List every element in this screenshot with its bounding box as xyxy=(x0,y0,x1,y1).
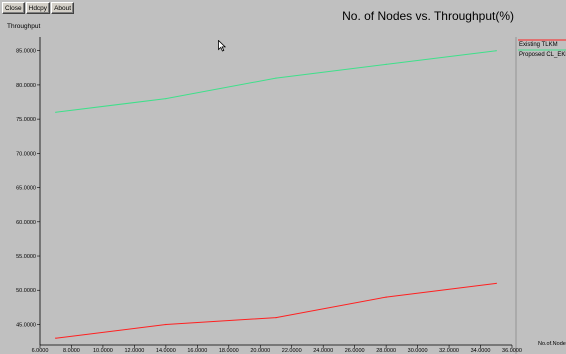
x-tick-label: 6.0000 xyxy=(32,348,49,354)
data-point xyxy=(275,317,277,319)
x-tick-label: 14.0000 xyxy=(156,348,176,354)
arrow-cursor-icon xyxy=(218,40,226,52)
y-tick-label: 70.0000 xyxy=(16,151,36,157)
x-tick-label: 22.0000 xyxy=(282,348,302,354)
y-tick-label: 55.0000 xyxy=(16,254,36,260)
data-point xyxy=(275,77,277,79)
x-tick-label: 24.0000 xyxy=(313,348,333,354)
x-tick-label: 30.0000 xyxy=(408,348,428,354)
x-tick-label: 16.0000 xyxy=(187,348,207,354)
y-tick-label: 85.0000 xyxy=(16,49,36,55)
toolbar: Close Hdcpy About xyxy=(2,2,75,16)
y-tick-label: 80.0000 xyxy=(16,83,36,89)
legend-label-0: Existing TLKM xyxy=(519,42,558,48)
x-tick-label: 10.0000 xyxy=(93,348,113,354)
legend-label-1: Proposed CL_EKM xyxy=(519,52,566,58)
series-line-1 xyxy=(55,50,497,113)
y-tick-label: 60.0000 xyxy=(16,220,36,226)
y-tick-label: 50.0000 xyxy=(16,288,36,294)
data-point xyxy=(165,323,167,326)
data-point xyxy=(55,111,57,113)
close-button[interactable]: Close xyxy=(2,2,25,14)
y-tick-label: 65.0000 xyxy=(16,186,36,192)
data-point xyxy=(165,98,167,100)
x-tick-label: 20.0000 xyxy=(250,348,270,354)
hardcopy-button[interactable]: Hdcpy xyxy=(25,2,51,14)
x-tick-label: 26.0000 xyxy=(345,348,365,354)
data-point xyxy=(495,282,497,284)
x-tick-label: 18.0000 xyxy=(219,348,239,354)
x-tick-label: 12.0000 xyxy=(124,348,144,354)
series-line-0 xyxy=(55,282,497,339)
x-axis-label: No.of.Nodes xyxy=(538,341,566,347)
x-tick-label: 32.0000 xyxy=(439,348,459,354)
chart-title: No. of Nodes vs. Throughput(%) xyxy=(342,9,514,23)
y-tick-label: 75.0000 xyxy=(16,117,36,123)
y-tick-label: 45.0000 xyxy=(16,322,36,328)
data-point xyxy=(55,337,57,339)
x-tick-label: 28.0000 xyxy=(376,348,396,354)
x-tick-label: 34.0000 xyxy=(471,348,491,354)
x-tick-label: 36.0000 xyxy=(502,348,522,354)
about-button[interactable]: About xyxy=(51,2,75,14)
x-tick-label: 8.0000 xyxy=(63,348,80,354)
data-point xyxy=(495,50,497,52)
data-point xyxy=(385,63,387,65)
data-point xyxy=(385,296,387,298)
y-axis-label: Throughput xyxy=(7,23,41,30)
